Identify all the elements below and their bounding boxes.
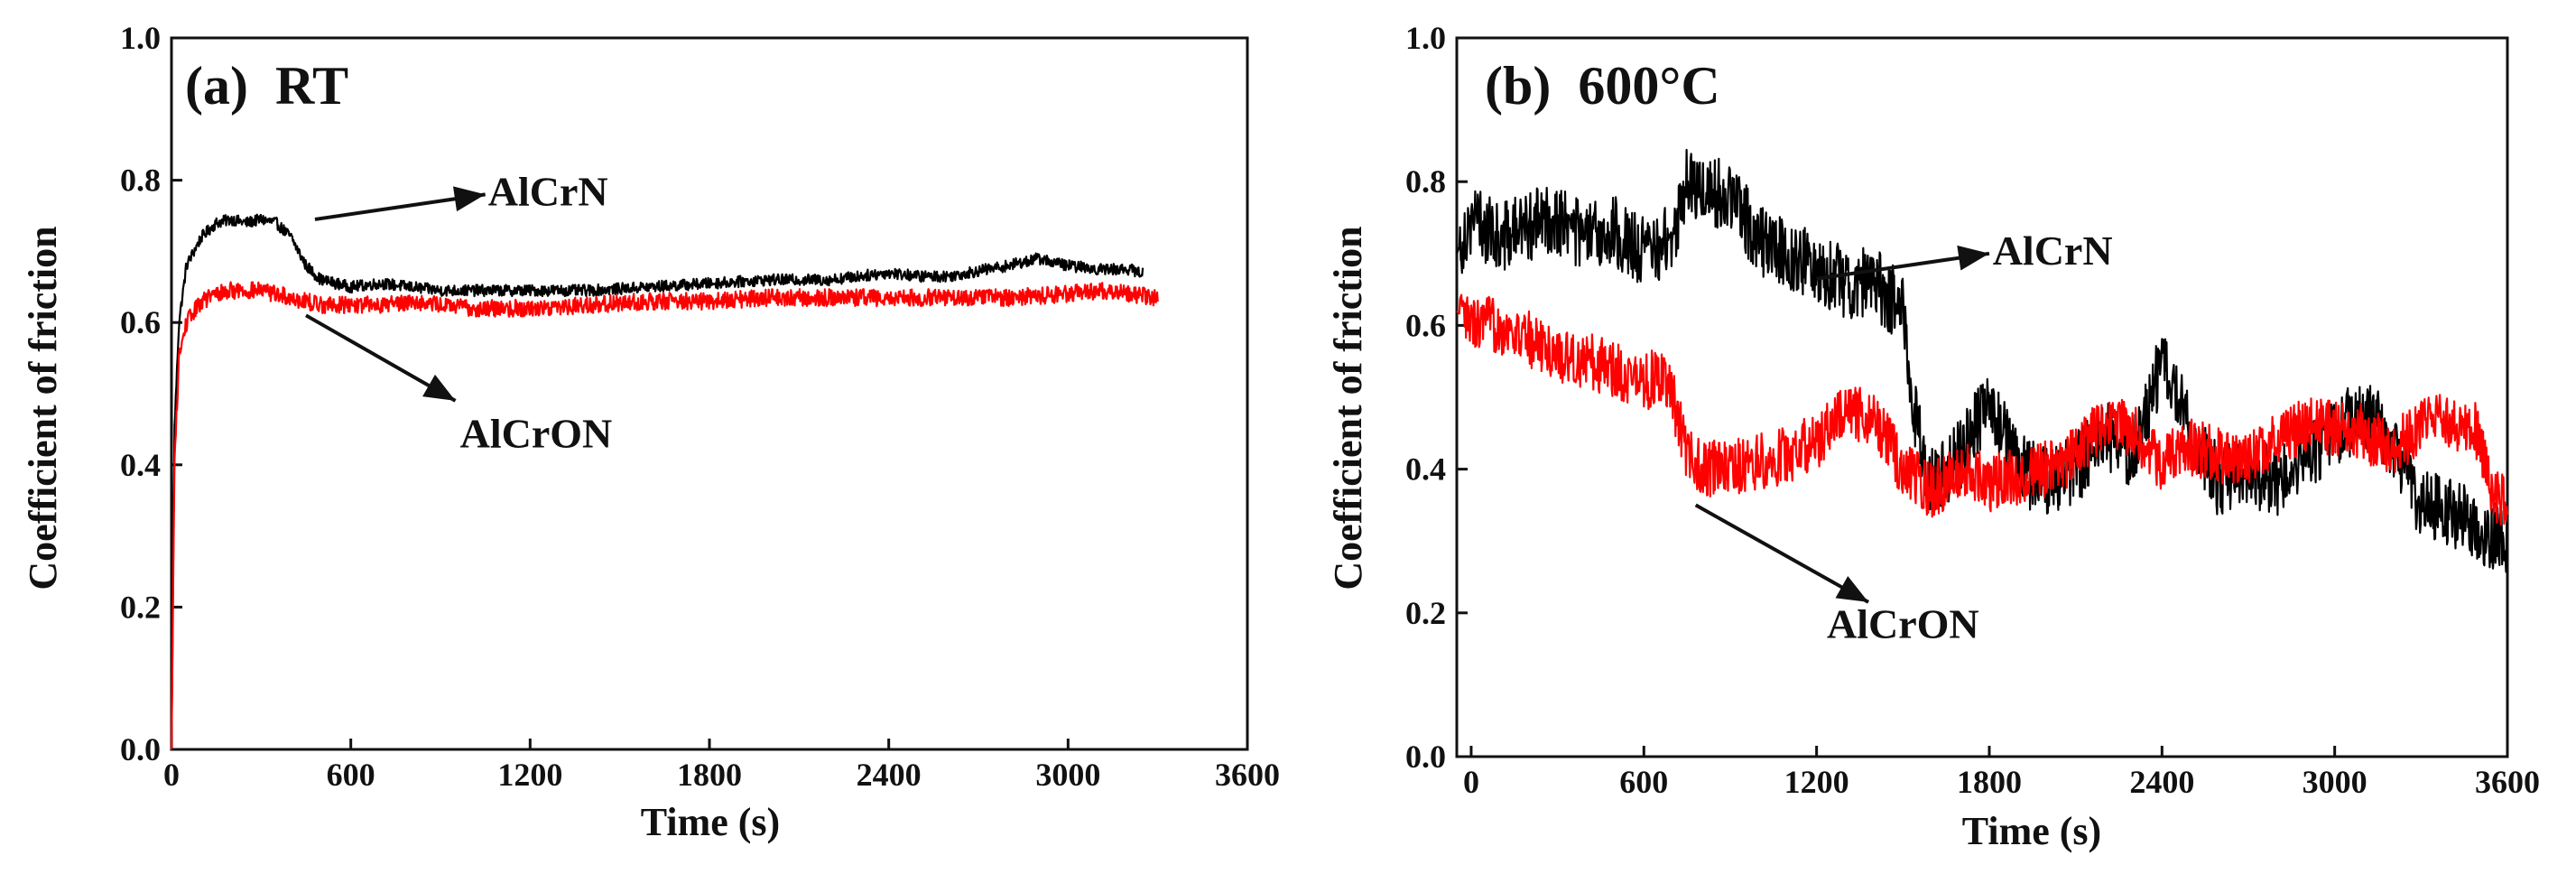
annotation-label-alcrn-a: AlCrN — [488, 168, 608, 214]
x-tick-label-a: 3000 — [1035, 757, 1100, 793]
series-layer-panel-b — [1455, 148, 2509, 573]
y-tick-label-a: 0.6 — [120, 304, 161, 340]
chart-panel-b: 0 600 1200 1800 2400 3000 3600 0.0 0.2 0.4 0.6 0.8 1… — [1326, 20, 2540, 853]
x-axis-title-a: Time (s) — [641, 800, 780, 844]
y-axis-title-a: Coefficient of friction — [21, 226, 65, 590]
y-tick-label-a: 1.0 — [120, 20, 161, 56]
y-tick-label-a: 0.0 — [120, 731, 161, 767]
x-tick-label-a: 2400 — [857, 757, 922, 793]
y-tick-label-b: 0.6 — [1405, 307, 1446, 343]
y-tick-label-b: 0.4 — [1405, 451, 1446, 488]
x-tick-label-b: 1200 — [1784, 764, 1849, 800]
y-tick-label-b: 1.0 — [1405, 20, 1446, 56]
x-tick-label-a: 600 — [327, 757, 375, 793]
annotation-arrowhead-alcron-b — [1835, 576, 1869, 602]
annotations-panel-a: AlCrN AlCrON — [305, 168, 613, 456]
series-line-alcron-b — [1456, 293, 2509, 526]
annotations-panel-b: AlCrN AlCrON — [1694, 228, 2113, 647]
y-tick-label-a: 0.4 — [120, 447, 161, 483]
plot-frame-b — [1455, 36, 2509, 758]
y-tick-label-a: 0.2 — [120, 589, 161, 625]
x-tick-label-a: 1200 — [497, 757, 562, 793]
annotation-arrowhead-alcrn-a — [452, 186, 486, 212]
axes-panel-a: 0 600 1200 1800 2400 3000 3600 0.0 0.2 0.4 0.6 0.8 1… — [120, 20, 1280, 793]
y-axis-title-b: Coefficient of friction — [1326, 226, 1370, 590]
annotation-label-alcrn-b: AlCrN — [1993, 228, 2113, 274]
x-tick-label-a: 3600 — [1215, 757, 1280, 793]
y-tick-label-b: 0.0 — [1405, 739, 1446, 775]
x-tick-label-b: 1800 — [1957, 764, 2022, 800]
series-line-alcrn-a — [170, 213, 1144, 750]
x-tick-label-b: 3600 — [2475, 764, 2540, 800]
x-tick-label-b: 600 — [1619, 764, 1668, 800]
annotation-arrow-line-alcron-b — [1694, 503, 1870, 604]
x-tick-label-a: 1800 — [677, 757, 742, 793]
annotation-label-alcron-a: AlCrON — [460, 410, 613, 456]
y-tick-label-b: 0.8 — [1405, 163, 1446, 200]
x-tick-label-b: 2400 — [2129, 764, 2194, 800]
panel-label-b: (b) 600°C — [1485, 56, 1720, 116]
series-layer-panel-a — [170, 213, 1159, 750]
x-axis-title-b: Time (s) — [1962, 809, 2101, 853]
x-tick-label-b: 0 — [1463, 764, 1479, 800]
x-tick-label-b: 3000 — [2303, 764, 2368, 800]
annotation-arrowhead-alcron-a — [422, 374, 456, 401]
y-tick-label-a: 0.8 — [120, 163, 161, 199]
y-tick-label-b: 0.2 — [1405, 595, 1446, 631]
annotation-label-alcron-b: AlCrON — [1827, 601, 1979, 647]
chart-panel-a: 0 600 1200 1800 2400 3000 3600 0.0 0.2 0.4 0.6 0.8 1… — [21, 20, 1280, 844]
annotation-arrowhead-alcrn-b — [1957, 245, 1989, 271]
axes-panel-b: 0 600 1200 1800 2400 3000 3600 0.0 0.2 0.4 0.6 0.8 1… — [1405, 20, 2540, 800]
series-line-alcron-a — [170, 281, 1159, 750]
x-tick-label-a: 0 — [163, 757, 180, 793]
panel-label-a: (a) RT — [185, 56, 348, 116]
